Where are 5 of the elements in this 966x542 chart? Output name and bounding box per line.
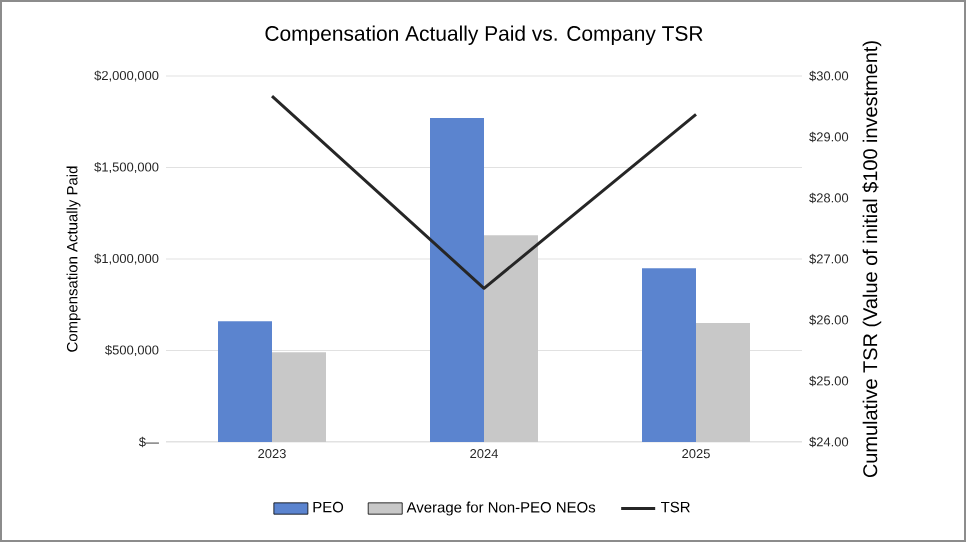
y2-axis-title: Cumulative TSR (Value of initial $100 investment) xyxy=(862,41,882,478)
chart-title: Compensation Actually Paid vs. Company TSR xyxy=(265,25,703,45)
bar xyxy=(430,118,484,442)
bar xyxy=(218,321,272,442)
bar xyxy=(642,268,696,442)
